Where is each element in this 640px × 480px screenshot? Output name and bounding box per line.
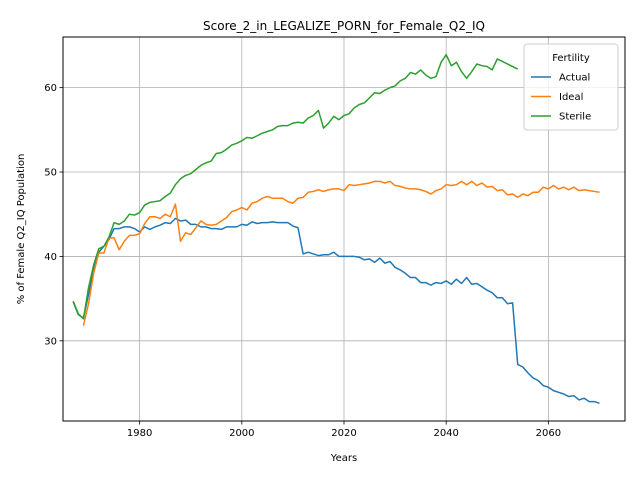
series-line-actual — [72, 217, 600, 404]
y-tick-label: 40 — [44, 252, 57, 263]
y-tick-label: 60 — [44, 83, 57, 94]
x-tick-label: 1980 — [127, 428, 152, 439]
x-tick-label: 2000 — [229, 428, 254, 439]
x-axis-title: Years — [330, 453, 357, 464]
x-tick-label: 2060 — [536, 428, 561, 439]
series-lines — [72, 53, 600, 404]
y-tick-label: 50 — [44, 168, 57, 179]
legend-items: Actual Ideal Sterile — [531, 73, 591, 123]
legend: Fertility Actual Ideal Sterile — [523, 43, 619, 131]
y-axis-title: % of Female Q2_IQ Population — [16, 154, 27, 305]
grid-lines — [63, 37, 625, 421]
legend-label-sterile: Sterile — [559, 112, 591, 123]
x-tick-label: 2040 — [433, 428, 458, 439]
legend-label-actual: Actual — [559, 73, 590, 84]
legend-box — [523, 43, 619, 131]
x-tick-label: 2020 — [331, 428, 356, 439]
series-line-sterile — [72, 53, 519, 320]
y-tick-label: 30 — [44, 336, 57, 347]
legend-title: Fertility — [552, 53, 590, 64]
chart-title: Score_2_in_LEGALIZE_PORN_for_Female_Q2_I… — [203, 19, 485, 33]
axis-ticks: 1980 2000 2020 2040 2060 30 40 50 60 — [44, 83, 561, 439]
legend-label-ideal: Ideal — [559, 92, 583, 103]
series-line-ideal — [82, 180, 600, 326]
